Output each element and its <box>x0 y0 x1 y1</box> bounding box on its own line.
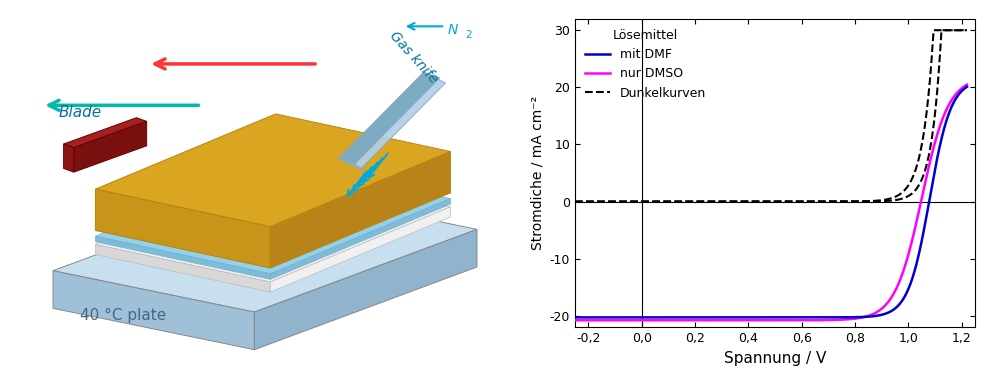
Text: 2: 2 <box>465 30 472 39</box>
nur DMSO <box>878 305 890 309</box>
Polygon shape <box>270 199 450 279</box>
Dunkelkurven <box>961 28 973 32</box>
Dunkelkurven <box>569 199 581 204</box>
mit DMF <box>749 315 761 320</box>
mit DMF <box>949 97 961 102</box>
Polygon shape <box>339 72 440 164</box>
Polygon shape <box>74 121 147 172</box>
Line: nur DMSO: nur DMSO <box>575 85 967 320</box>
nur DMSO <box>569 318 581 323</box>
Polygon shape <box>64 118 147 148</box>
Line: mit DMF: mit DMF <box>575 87 967 317</box>
Polygon shape <box>95 236 270 279</box>
Dunkelkurven <box>749 199 761 204</box>
Dunkelkurven <box>760 199 772 204</box>
mit DMF <box>878 312 890 317</box>
Dunkelkurven <box>936 28 948 32</box>
Polygon shape <box>64 144 74 172</box>
Polygon shape <box>254 229 477 350</box>
Line: Dunkelkurven: Dunkelkurven <box>575 30 967 202</box>
Dunkelkurven <box>878 199 890 203</box>
nur DMSO <box>961 82 973 87</box>
mit DMF <box>589 315 601 320</box>
Dunkelkurven <box>950 28 962 32</box>
mit DMF <box>961 85 973 89</box>
Polygon shape <box>95 169 450 282</box>
Polygon shape <box>270 152 450 268</box>
Dunkelkurven <box>950 28 962 32</box>
Polygon shape <box>339 158 365 171</box>
mit DMF <box>569 315 581 320</box>
Legend: mit DMF, nur DMSO, Dunkelkurven: mit DMF, nur DMSO, Dunkelkurven <box>581 25 710 103</box>
mit DMF <box>950 97 962 101</box>
Polygon shape <box>270 207 450 292</box>
Dunkelkurven <box>589 199 601 204</box>
mit DMF <box>760 315 772 320</box>
Polygon shape <box>95 244 270 292</box>
Polygon shape <box>95 161 450 274</box>
Polygon shape <box>95 114 450 227</box>
Text: 40 °C plate: 40 °C plate <box>80 308 166 323</box>
Polygon shape <box>53 271 254 350</box>
X-axis label: Spannung / V: Spannung / V <box>724 350 826 365</box>
Y-axis label: Stromdiche / mA cm⁻²: Stromdiche / mA cm⁻² <box>530 96 544 250</box>
nur DMSO <box>950 92 962 97</box>
Polygon shape <box>53 188 477 312</box>
nur DMSO <box>589 318 601 323</box>
nur DMSO <box>749 318 761 323</box>
nur DMSO <box>949 92 961 97</box>
nur DMSO <box>760 318 772 323</box>
Polygon shape <box>339 72 446 169</box>
Text: Blade: Blade <box>58 105 101 120</box>
Text: N: N <box>448 23 458 37</box>
Text: Gas knife: Gas knife <box>387 28 441 86</box>
Polygon shape <box>95 189 270 268</box>
